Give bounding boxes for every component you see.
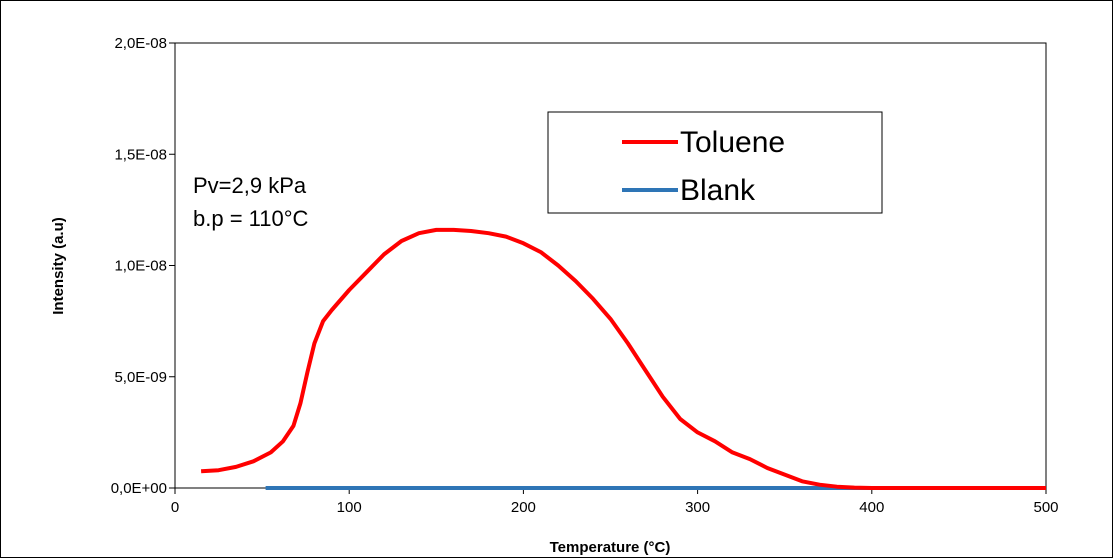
y-tick-label: 1,0E-08	[114, 258, 167, 275]
x-tick-label: 400	[859, 499, 884, 516]
x-tick-label: 200	[511, 499, 536, 516]
y-tick-label: 0,0E+00	[111, 480, 167, 497]
legend: Toluene Blank	[547, 111, 883, 214]
x-axis-title: Temperature (°C)	[550, 539, 671, 556]
annotation-boiling-point: b.p = 110°C	[193, 206, 309, 231]
y-tick-label: 2,0E-08	[114, 35, 167, 52]
legend-box	[547, 111, 883, 214]
y-axis-title: Intensity (a.u)	[50, 217, 67, 315]
annotation-vapor-pressure: Pv=2,9 kPa	[193, 173, 307, 198]
legend-label-blank: Blank	[680, 174, 756, 207]
x-tick-label: 100	[337, 499, 362, 516]
y-tick-label: 1,5E-08	[114, 146, 167, 163]
series-line-toluene	[200, 227, 1046, 490]
x-tick-label: 300	[685, 499, 710, 516]
x-tick-label: 0	[171, 499, 179, 516]
plot-area	[174, 42, 1047, 489]
legend-label-toluene: Toluene	[680, 126, 785, 159]
x-tick-label: 500	[1033, 499, 1058, 516]
y-tick-label: 5,0E-09	[114, 369, 167, 386]
